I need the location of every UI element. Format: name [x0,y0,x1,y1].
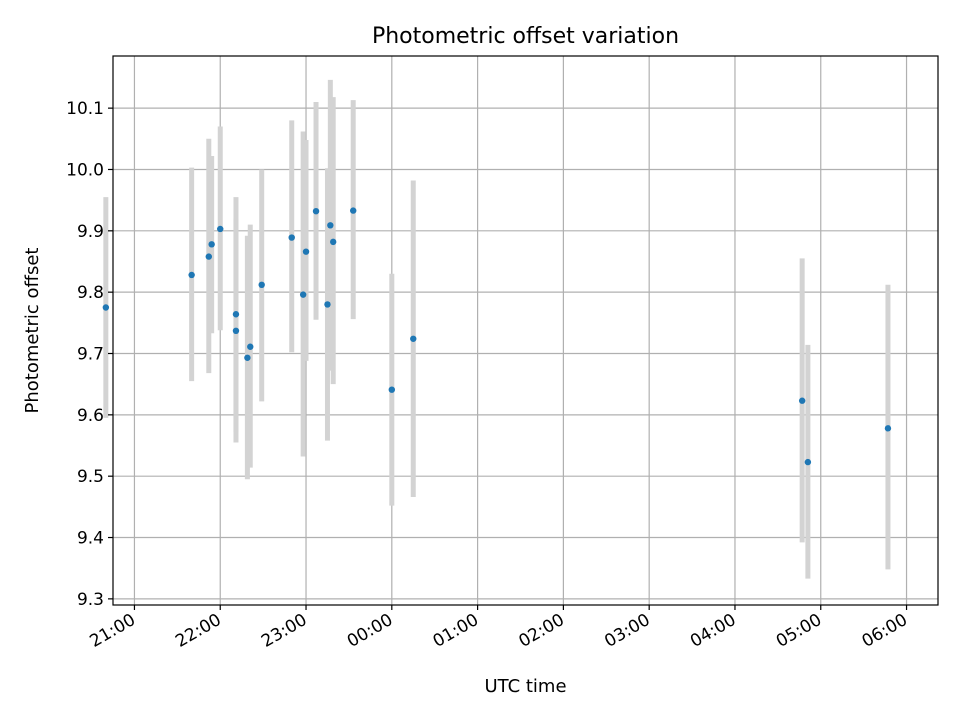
data-point [102,304,110,311]
data-points [102,207,892,466]
data-point [232,311,240,318]
y-axis-label: Photometric offset [22,248,43,414]
y-tick-label: 9.5 [77,467,104,487]
data-point [388,386,396,393]
data-point [205,253,212,260]
data-point [312,207,320,215]
data-point [217,225,224,233]
data-point [327,222,334,229]
data-point [410,335,417,342]
data-point [329,238,337,246]
x-axis-label: UTC time [484,676,566,697]
chart-title: Photometric offset variation [372,24,679,49]
y-tick-label: 9.7 [77,345,104,365]
y-tick-label: 10.1 [66,99,104,119]
data-point [884,425,892,432]
data-point [804,458,812,466]
y-tick-label: 9.6 [77,406,104,426]
y-tick-label: 9.8 [77,283,104,303]
y-tick-label: 9.9 [77,222,104,242]
data-point [244,354,251,361]
y-axis-ticks: 9.3 9.4 9.5 9.6 9.7 9.8 9.9 10.0 10.1 [66,99,113,610]
data-point [798,397,806,404]
data-point [232,327,240,335]
data-point [258,281,265,289]
data-point [350,207,357,214]
data-point [188,271,195,279]
plot-frame [112,55,939,606]
y-tick-label: 9.3 [77,590,104,610]
data-point [208,241,215,248]
data-point [247,343,254,350]
data-point [302,248,310,255]
data-point [299,291,307,298]
data-point [324,301,331,308]
data-point [288,234,295,241]
y-tick-label: 10.0 [66,160,104,180]
y-tick-label: 9.4 [77,529,104,549]
